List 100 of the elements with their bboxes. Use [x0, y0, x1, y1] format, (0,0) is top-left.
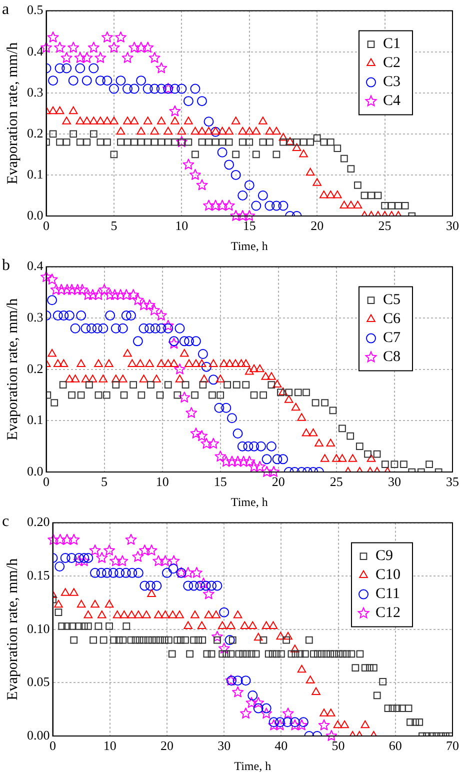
point: [169, 105, 181, 116]
point: [122, 52, 134, 63]
point: [244, 210, 256, 221]
point: [233, 610, 242, 618]
point: [90, 130, 98, 138]
point: [130, 138, 138, 146]
point: [258, 190, 268, 200]
legend-label: C1: [382, 36, 401, 52]
point: [238, 138, 246, 146]
point: [278, 133, 288, 141]
point: [400, 460, 408, 468]
point: [231, 116, 240, 124]
point: [74, 52, 86, 63]
point: [54, 562, 65, 572]
point: [81, 374, 90, 382]
point: [86, 289, 98, 300]
point: [200, 374, 209, 382]
point: [252, 150, 260, 158]
point: [226, 621, 236, 629]
point: [191, 391, 199, 399]
point: [130, 116, 139, 124]
point: [197, 359, 206, 368]
point: [326, 138, 334, 146]
point: [242, 381, 250, 388]
point: [196, 96, 207, 106]
point: [248, 621, 258, 629]
point: [174, 363, 186, 374]
point: [226, 456, 238, 467]
x-axis-title: Time, h: [230, 238, 268, 253]
text: b: [2, 257, 10, 274]
y-axis-title: Evaporation rate, mm/h: [4, 558, 21, 700]
point: [184, 359, 194, 368]
point: [401, 202, 409, 210]
point: [145, 359, 154, 368]
point: [156, 116, 166, 124]
point: [83, 138, 91, 146]
point: [356, 442, 364, 450]
point: [216, 374, 225, 382]
point: [312, 687, 320, 696]
point: [240, 621, 250, 629]
x-tick-label: 50: [332, 738, 345, 754]
y-tick-label: 0.15: [27, 568, 50, 583]
point: [114, 289, 126, 300]
point: [332, 454, 341, 462]
y-tick-label: 0.2: [27, 360, 44, 376]
point: [333, 190, 342, 198]
point: [148, 304, 160, 316]
point: [212, 138, 220, 146]
point: [68, 391, 76, 399]
point: [98, 374, 108, 382]
point: [300, 138, 308, 146]
point: [162, 320, 174, 331]
point: [268, 466, 280, 477]
point: [123, 116, 132, 124]
point: [183, 580, 194, 591]
point: [298, 717, 308, 728]
y-tick-label: 0.20: [27, 514, 50, 530]
point: [230, 170, 241, 180]
point: [129, 84, 140, 94]
point: [156, 84, 166, 94]
point: [136, 359, 145, 368]
point: [243, 441, 254, 452]
point: [236, 210, 248, 221]
y-tick-label: 0.2: [27, 125, 44, 140]
point: [261, 466, 273, 477]
point: [290, 717, 300, 728]
point: [210, 200, 222, 211]
point: [340, 200, 349, 208]
point: [204, 116, 214, 127]
point: [184, 138, 192, 146]
point: [70, 374, 80, 382]
point: [168, 555, 180, 566]
y-tick-label: 0.1: [27, 166, 44, 182]
point: [176, 84, 187, 94]
point: [268, 381, 276, 388]
point: [225, 138, 233, 146]
point: [282, 717, 292, 728]
point: [126, 310, 136, 321]
point: [138, 544, 150, 556]
point: [72, 284, 84, 295]
y-tick-label: 0.3: [27, 310, 44, 325]
point: [110, 555, 122, 566]
point: [54, 63, 65, 74]
point: [254, 460, 266, 472]
point: [333, 720, 342, 728]
point: [224, 635, 235, 646]
point: [160, 610, 170, 618]
x-tick-label: 30: [446, 218, 459, 234]
point: [212, 610, 220, 618]
point: [374, 192, 382, 200]
point: [268, 719, 280, 730]
point: [192, 359, 200, 368]
point: [224, 160, 234, 170]
point: [70, 130, 78, 138]
text: c: [2, 513, 10, 530]
point: [174, 391, 182, 399]
point: [246, 138, 254, 146]
point: [170, 84, 180, 94]
point: [232, 456, 244, 467]
point: [190, 428, 202, 438]
